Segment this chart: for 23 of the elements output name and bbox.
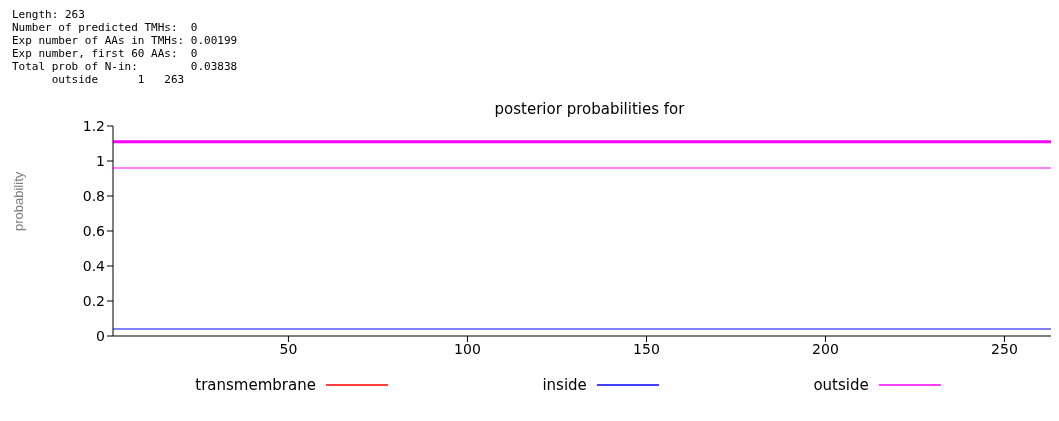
y-tick-label: 0.6 [82,222,106,239]
y-axis-title: probability [10,171,26,231]
text: Total prob of N-in: 0.03838 [12,60,238,73]
y-tick-label: 0 [96,327,105,344]
y-tick-label: 0.2 [82,292,105,309]
y-tick-label: 1.2 [82,117,105,134]
x-tick-label: 200 [812,340,839,357]
legend-label: transmembrane [195,376,316,394]
legend-label: inside [542,376,587,394]
x-tick-label: 100 [454,340,481,357]
text: Length: 263 [12,8,85,21]
text: Exp number of AAs in TMHs: 0.00199 [12,34,238,47]
x-tick-label: 50 [279,340,298,357]
y-tick-label: 0.8 [82,187,105,204]
legend-label: outside [813,376,869,394]
text: Number of predicted TMHs: 0 [12,21,198,34]
text: Exp number, first 60 AAs: 0 [12,47,198,60]
y-tick-label: 1 [96,152,105,169]
text: outside 1 263 [51,73,185,86]
x-tick-label: 250 [991,340,1018,357]
chart-title: posterior probabilities for [493,100,686,118]
y-tick-label: 0.4 [82,257,106,274]
x-tick-label: 150 [633,340,660,357]
